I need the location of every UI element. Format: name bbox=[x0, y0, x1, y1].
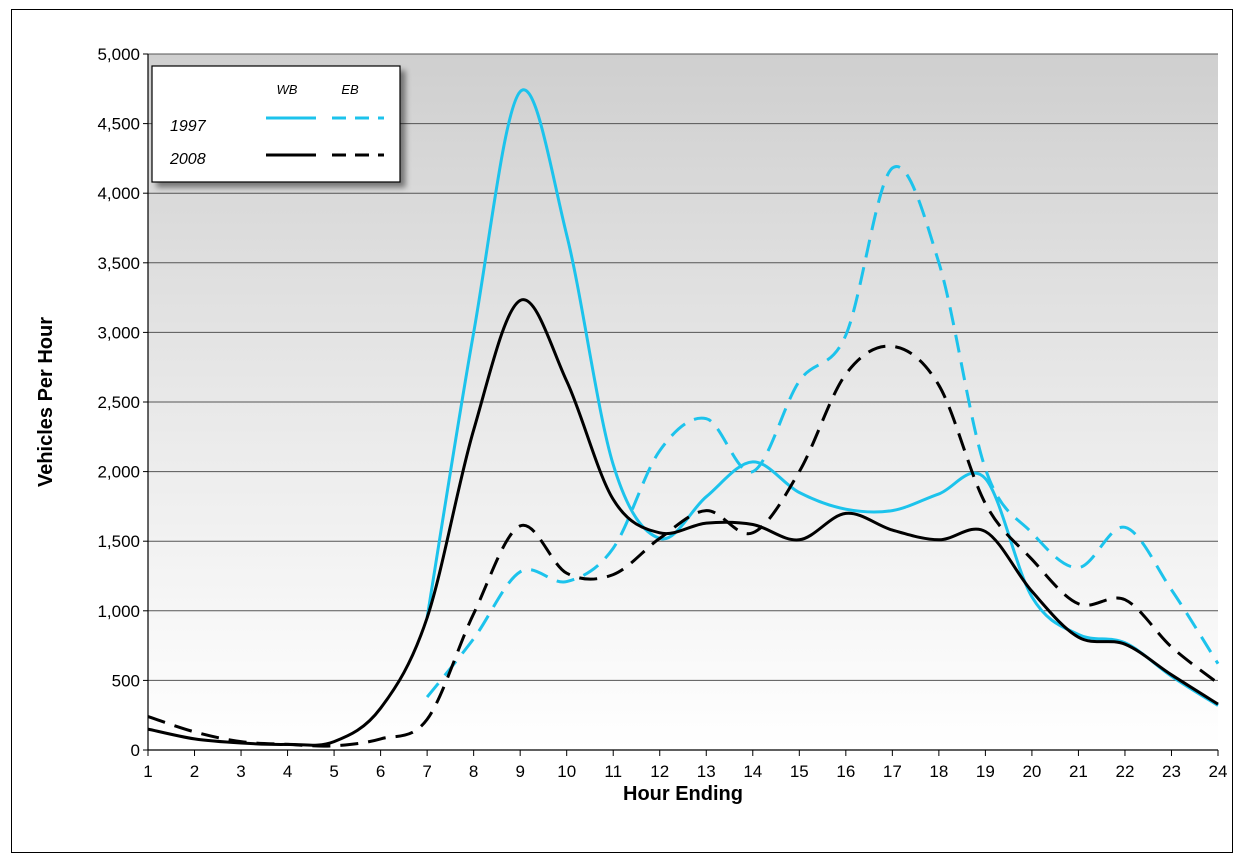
x-tick-label: 17 bbox=[883, 762, 902, 781]
series-line-2008-eb bbox=[147, 344, 1219, 748]
x-tick-label: 20 bbox=[1022, 762, 1041, 781]
tick-labels: 0 500 1,000 1,500 2,000 2,500 3,000 3,500 4,000 4… bbox=[97, 45, 1227, 781]
series-line-2008-wb bbox=[147, 298, 1219, 747]
y-tick-label: 2,000 bbox=[97, 463, 140, 482]
y-tick-label: 2,500 bbox=[97, 393, 140, 412]
y-tick-label: 1,500 bbox=[97, 532, 140, 551]
y-tick-label: 3,000 bbox=[97, 323, 140, 342]
x-tick-label: 15 bbox=[790, 762, 809, 781]
y-tick-label: 5,000 bbox=[97, 45, 140, 64]
x-tick-label: 1 bbox=[143, 762, 152, 781]
series-line-1997-eb bbox=[425, 165, 1220, 699]
axes bbox=[143, 53, 1219, 756]
legend-header-wb: WB bbox=[277, 82, 298, 97]
x-tick-label: 4 bbox=[283, 762, 292, 781]
x-tick-label: 16 bbox=[836, 762, 855, 781]
x-tick-label: 14 bbox=[743, 762, 762, 781]
legend: WB EB 1997 2008 bbox=[151, 65, 401, 183]
x-tick-label: 3 bbox=[236, 762, 245, 781]
x-tick-label: 6 bbox=[376, 762, 385, 781]
x-tick-label: 24 bbox=[1209, 762, 1228, 781]
series-line-1997-wb bbox=[425, 88, 1219, 707]
x-tick-label: 5 bbox=[329, 762, 338, 781]
x-tick-label: 7 bbox=[422, 762, 431, 781]
legend-box bbox=[151, 65, 401, 183]
y-tick-label: 4,000 bbox=[97, 184, 140, 203]
legend-label-1997: 1997 bbox=[170, 118, 207, 135]
x-tick-label: 21 bbox=[1069, 762, 1088, 781]
x-axis-title: Hour Ending bbox=[623, 783, 743, 805]
series-layer bbox=[147, 88, 1220, 748]
x-tick-label: 23 bbox=[1162, 762, 1181, 781]
x-tick-label: 22 bbox=[1115, 762, 1134, 781]
y-axis-title: Vehicles Per Hour bbox=[35, 317, 57, 487]
x-tick-label: 2 bbox=[190, 762, 199, 781]
y-tick-label: 0 bbox=[131, 741, 140, 760]
y-tick-label: 1,000 bbox=[97, 602, 140, 621]
y-tick-label: 500 bbox=[112, 671, 140, 690]
y-tick-label: 4,500 bbox=[97, 115, 140, 134]
y-tick-label: 3,500 bbox=[97, 254, 140, 273]
legend-header-eb: EB bbox=[341, 82, 359, 97]
legend-label-2008: 2008 bbox=[169, 151, 206, 168]
x-tick-label: 19 bbox=[976, 762, 995, 781]
x-tick-label: 13 bbox=[697, 762, 716, 781]
x-tick-label: 10 bbox=[557, 762, 576, 781]
x-tick-label: 8 bbox=[469, 762, 478, 781]
x-tick-label: 18 bbox=[929, 762, 948, 781]
x-tick-label: 11 bbox=[604, 762, 622, 781]
x-tick-label: 9 bbox=[515, 762, 524, 781]
x-tick-label: 12 bbox=[650, 762, 669, 781]
